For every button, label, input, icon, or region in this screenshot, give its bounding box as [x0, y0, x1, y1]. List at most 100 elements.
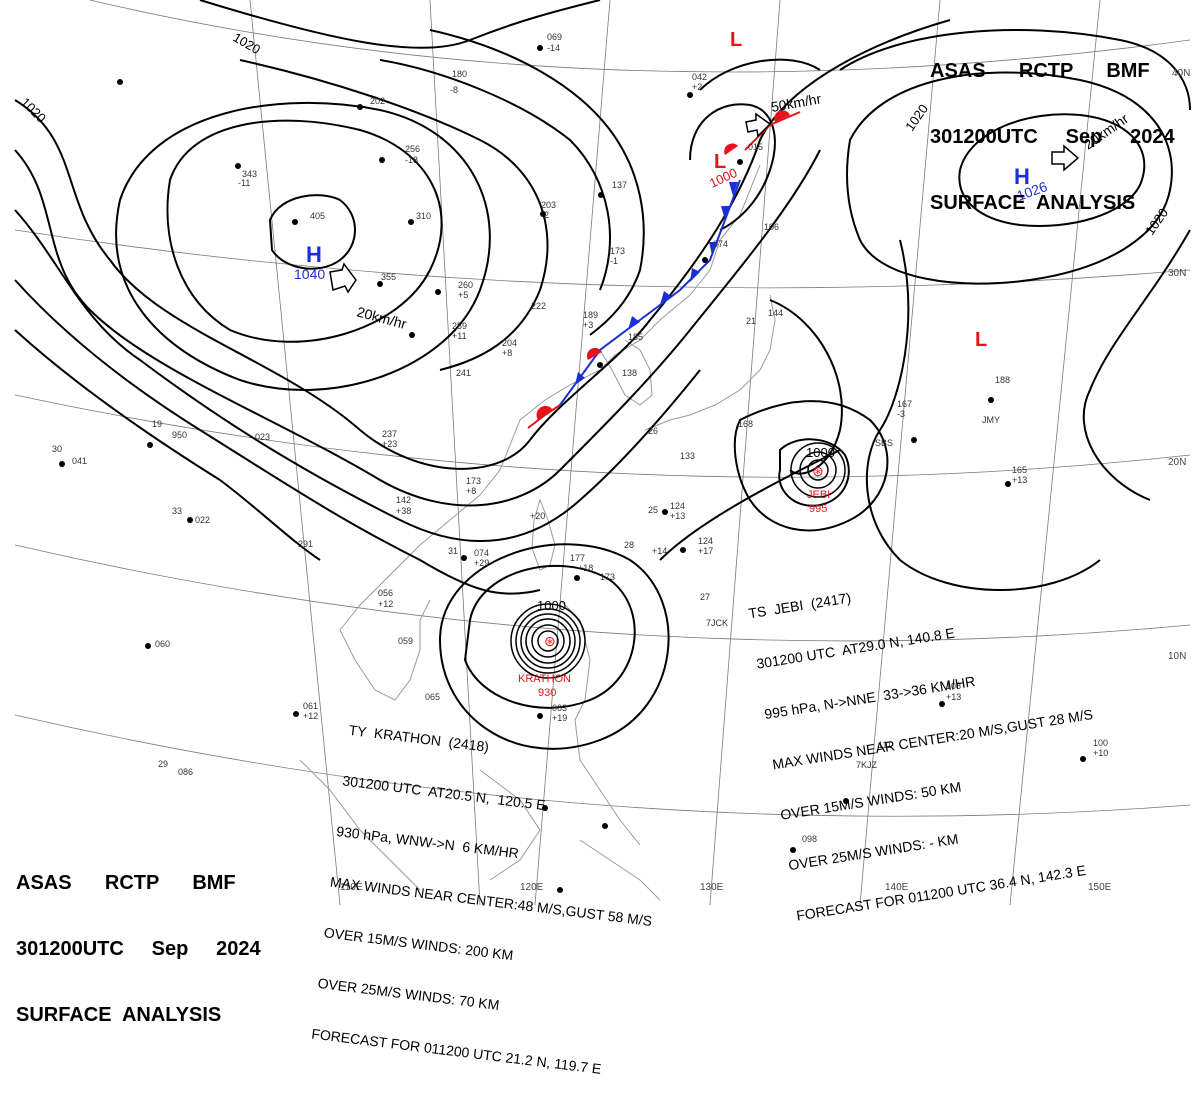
jebi-isobars	[790, 442, 846, 498]
grid-labels: 40N 30N 20N 10N 110E 120E 130E 140E 150E	[340, 68, 1190, 893]
station-value: 098	[802, 834, 817, 844]
station-value: -1	[610, 256, 618, 266]
station-dots	[59, 45, 1086, 893]
station-value: 19	[152, 419, 162, 429]
station-value: +3	[583, 320, 593, 330]
station-value: 343	[242, 169, 257, 179]
station-value: JMY	[982, 415, 1000, 425]
station-value: 023	[255, 432, 270, 442]
typhoon-markers: ⊛ KRATHON 930 ⊛ JEBI 995	[518, 463, 830, 699]
station-value: 056	[378, 588, 393, 598]
station-value: +23	[382, 439, 397, 449]
station-value: 124	[670, 501, 685, 511]
jebi-info-line: OVER 15M/S WINDS: 50 KM	[779, 778, 963, 823]
longitude-label: 150E	[1088, 882, 1112, 893]
station-value: 30	[52, 444, 62, 454]
station-value: 222	[531, 301, 546, 311]
header-top-line2: 301200UTC Sep 2024	[930, 126, 1175, 148]
coastlines	[299, 164, 776, 901]
latitude-label: 20N	[1168, 457, 1186, 468]
station-value: 074	[713, 239, 728, 249]
station-value: 185	[628, 332, 643, 342]
station-value: 173	[610, 246, 625, 256]
latitude-label: 10N	[1168, 651, 1186, 662]
station-value: 310	[416, 211, 431, 221]
station-value: 7KJZ	[856, 760, 878, 770]
station-value: SBS	[875, 438, 893, 448]
high-1040-arrow	[329, 262, 357, 294]
typhoon-jebi-name: JEBI	[807, 489, 830, 501]
isobars	[14, 0, 1191, 750]
low-pressure-symbol: L	[714, 151, 726, 173]
isobar-label: 1000	[537, 598, 566, 613]
station-value: 108	[946, 681, 961, 691]
station-value: 241	[456, 368, 471, 378]
typhoon-krathon-icon: ⊛	[544, 633, 556, 649]
station-value: 177	[570, 553, 585, 563]
station-value: 202	[370, 96, 385, 106]
station-value: 059	[398, 636, 413, 646]
station-value: 074	[474, 548, 489, 558]
station-value: +14	[652, 546, 667, 556]
station-value: 165	[1012, 465, 1027, 475]
station-value: 168	[738, 419, 753, 429]
station-value: 069	[547, 32, 562, 42]
high-pressure-symbol: H	[1014, 164, 1030, 189]
station-value: 31	[448, 546, 458, 556]
station-value: 063	[552, 703, 567, 713]
station-value: +38	[396, 506, 411, 516]
station-value: 111	[878, 740, 892, 750]
station-value: +13	[946, 692, 961, 702]
weather-map: 1020 1020 1020 1020 1000 1000 H 1040 H 1…	[14, 0, 1191, 906]
station-value: -11	[238, 178, 250, 188]
station-value: 042	[692, 72, 707, 82]
high-pressure-value: 1040	[294, 266, 325, 282]
station-value: 291	[298, 539, 313, 549]
typhoon-jebi-icon: ⊛	[812, 463, 824, 479]
station-value: -2	[541, 210, 549, 220]
station-value: 28	[624, 540, 634, 550]
station-value: 21	[746, 316, 756, 326]
station-value: +13	[1012, 475, 1027, 485]
motion-arrows	[329, 112, 1080, 294]
station-value: 188	[995, 375, 1010, 385]
krathon-info-line: OVER 25M/S WINDS: 70 KM	[316, 974, 501, 1014]
station-value: 27	[700, 592, 710, 602]
longitude-lines	[249, 0, 1101, 906]
station-value: +17	[698, 546, 713, 556]
station-values: 069 -14 180 -8 202 256 -18 343 -11 405 3…	[52, 32, 1108, 844]
longitude-label: 130E	[700, 882, 724, 893]
station-value: 180	[452, 69, 467, 79]
typhoon-jebi-pressure: 995	[809, 503, 827, 515]
station-value: 142	[396, 495, 411, 505]
jebi-info-line: 995 hPa, N->NNE 33->36 KM/HR	[763, 672, 977, 723]
longitude-label: 120E	[520, 882, 544, 893]
station-value: 237	[382, 429, 397, 439]
station-value: 950	[172, 430, 187, 440]
header-top-line1: ASAS RCTP BMF	[930, 60, 1150, 82]
krathon-info-line: FORECAST FOR 011200 UTC 21.2 N, 119.7 E	[310, 1025, 603, 1077]
station-value: +29	[474, 558, 489, 568]
station-value: 405	[310, 211, 325, 221]
station-value: +5	[458, 290, 468, 300]
krathon-isobars	[510, 603, 586, 679]
station-value: 138	[622, 368, 637, 378]
header-bottom: ASAS RCTP BMF 301200UTC Sep 2024 SURFACE…	[16, 828, 261, 1048]
jebi-info-line: OVER 25M/S WINDS: - KM	[787, 830, 960, 874]
header-bottom-line1: ASAS RCTP BMF	[16, 872, 236, 894]
station-value: 137	[612, 180, 627, 190]
station-value: +2	[692, 82, 702, 92]
jebi-info-line: 301200 UTC AT29.0 N, 140.8 E	[755, 624, 956, 672]
station-value: -18	[405, 155, 418, 165]
krathon-info-line: 301200 UTC AT20.5 N, 120.5 E	[341, 772, 547, 814]
isobar-label: 1000	[806, 445, 835, 460]
krathon-info-line: MAX WINDS NEAR CENTER:48 M/S,GUST 58 M/S	[329, 873, 653, 929]
station-value: +19	[552, 713, 567, 723]
krathon-info-block: TY KRATHON (2418) 301200 UTC AT20.5 N, 1…	[308, 688, 675, 1099]
station-value: 173	[600, 572, 615, 582]
station-value: 065	[425, 692, 440, 702]
typhoon-krathon-name: KRATHON	[518, 673, 571, 685]
jebi-info-line: TS JEBI (2417)	[747, 589, 853, 622]
station-value: -8	[450, 85, 458, 95]
latitude-label: 30N	[1168, 268, 1186, 279]
